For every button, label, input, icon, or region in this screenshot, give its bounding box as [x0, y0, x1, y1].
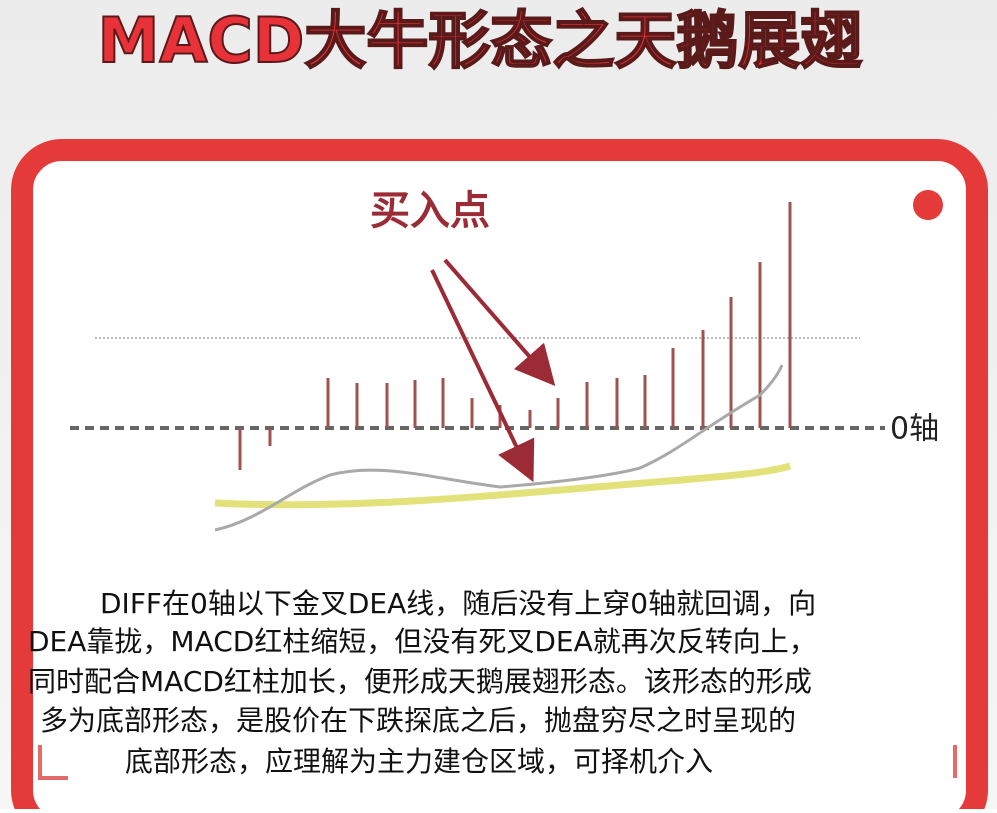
- dot: [913, 190, 943, 220]
- diff-line: [214, 364, 784, 532]
- buy-label: 买入点: [370, 188, 490, 234]
- description: DIFF在0轴以下金叉DEA线，随后没有上穿0轴就回调，向 DEA靠拢，MACD…: [28, 587, 817, 778]
- text-line: 同时配合MACD红柱加长，便形成天鹅展翅形态。该形态的形成: [28, 665, 812, 698]
- text-line: 多为底部形态，是股价在下跌探底之后，抛盘穷尽之时呈现的: [40, 704, 796, 737]
- arrow: [443, 258, 556, 387]
- dea-line: [214, 462, 792, 509]
- text-line: 底部形态，应理解为主力建仓区域，可择机介入: [125, 745, 713, 778]
- histogram: [238, 202, 792, 470]
- zero-axis-label: 0轴: [890, 412, 939, 447]
- text-line: DIFF在0轴以下金叉DEA线，随后没有上穿0轴就回调，向: [100, 587, 816, 620]
- corner-mark: [38, 745, 68, 780]
- text-line: DEA靠拢，MACD红柱缩短，但没有死叉DEA就再次反转向上，: [28, 625, 817, 658]
- title: MACD大牛形态之天鹅展翅: [98, 4, 863, 77]
- arrow: [430, 269, 535, 483]
